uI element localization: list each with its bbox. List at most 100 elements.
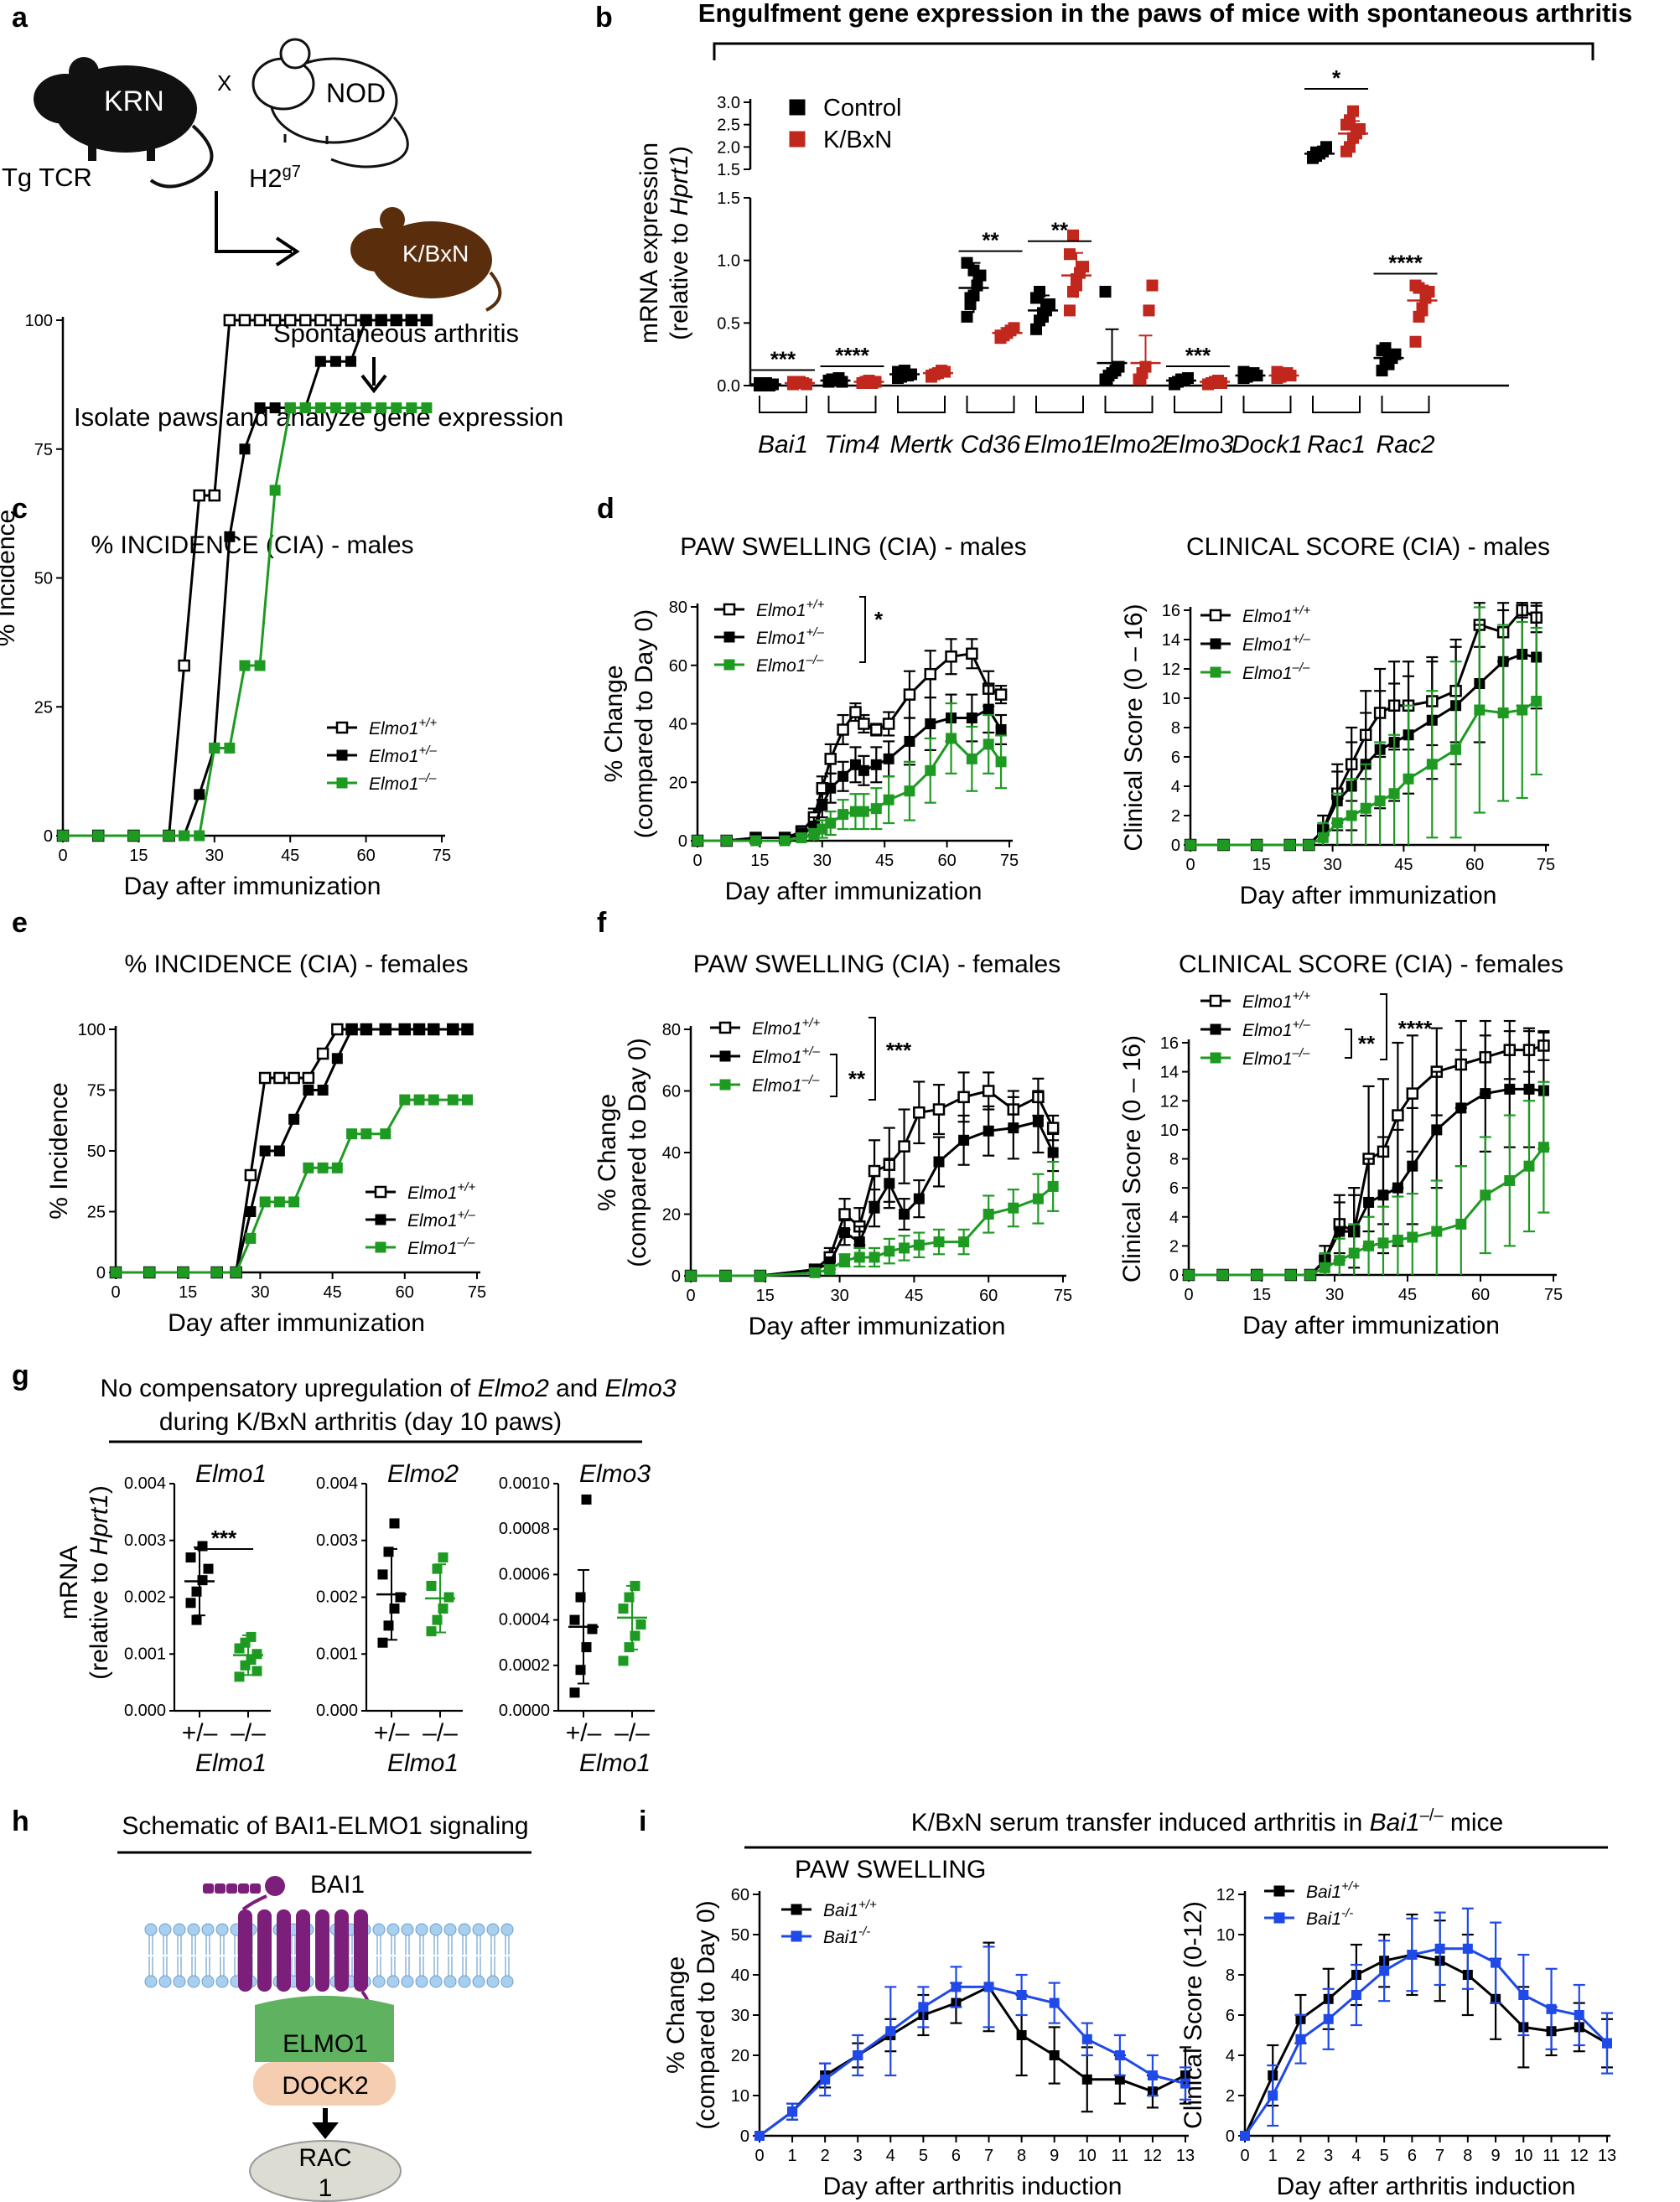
- panel-i-subtitle: PAW SWELLING: [795, 1856, 986, 1883]
- data-point: [837, 809, 849, 821]
- y-tick-label: 2.0: [717, 138, 740, 157]
- gene-label: Mertk: [890, 431, 955, 459]
- series-line: [759, 1985, 1186, 2137]
- panel-label-h: h: [12, 1806, 29, 1837]
- x-axis-label: Day after arthritis induction: [823, 2173, 1123, 2200]
- data-point: [939, 365, 951, 378]
- x-tick-label: 0: [1184, 1286, 1193, 1304]
- data-point: [303, 1162, 314, 1174]
- legend-label: Elmo1+/–: [1242, 1018, 1310, 1040]
- lipid-head: [415, 1923, 428, 1936]
- y-tick-label: 100: [25, 312, 53, 330]
- data-point: [223, 313, 236, 327]
- x-tick-label: 45: [281, 847, 299, 865]
- tm-helix: [296, 1909, 310, 1992]
- data-point: [194, 830, 205, 842]
- data-point: [824, 753, 837, 765]
- x-tick-label: 15: [750, 852, 769, 870]
- x-tick-label: 7: [1435, 2147, 1444, 2165]
- y-tick-label: 4: [1169, 1209, 1179, 1227]
- data-point: [240, 1660, 251, 1671]
- data-point: [273, 1071, 286, 1085]
- y-tick-label: 40: [662, 1144, 681, 1163]
- data-point: [1032, 1193, 1044, 1205]
- lipid-head: [443, 1923, 457, 1936]
- x-tick-label: +/–: [566, 1719, 602, 1747]
- y-tick-label: 0.0004: [499, 1611, 550, 1629]
- data-point: [853, 1236, 865, 1248]
- legend-label: Elmo1+/–: [369, 743, 437, 766]
- y-axis-label: Clinical Score (0 – 16): [1120, 604, 1148, 851]
- legend-label: Elmo1–/–: [756, 653, 824, 676]
- data-point: [1081, 2074, 1092, 2085]
- data-point: [331, 1053, 343, 1065]
- data-point: [314, 313, 327, 327]
- x-tick-label: 60: [1465, 856, 1484, 874]
- data-point: [1504, 1174, 1516, 1186]
- x-tick-label: 15: [756, 1287, 775, 1305]
- data-point: [1169, 377, 1180, 390]
- legend-marker: [335, 721, 349, 734]
- gene-bracket: [759, 396, 807, 413]
- data-point: [329, 313, 342, 327]
- rac1-label-line2: 1: [319, 2174, 333, 2202]
- data-point: [246, 1631, 257, 1642]
- data-point: [462, 1094, 474, 1106]
- data-point: [251, 1666, 262, 1676]
- data-point: [1392, 1182, 1403, 1194]
- data-point: [995, 723, 1007, 735]
- group-+/–: [376, 1518, 407, 1648]
- x-tick-label: 45: [905, 1287, 923, 1305]
- y-tick-label: 30: [731, 2007, 749, 2025]
- gene-label: Elmo1: [1024, 431, 1095, 459]
- data-point: [1450, 743, 1462, 755]
- legend: Bai1+/+ Bai1-/-: [1264, 1879, 1360, 1929]
- data-point: [273, 1196, 285, 1208]
- data-point: [575, 1665, 586, 1676]
- y-tick-label: 1.0: [717, 252, 740, 271]
- lipid-head: [201, 1975, 215, 1988]
- data-point: [1602, 2038, 1612, 2049]
- data-point: [1320, 141, 1332, 153]
- legend-label: Bai1+/+: [1306, 1879, 1360, 1902]
- data-point: [1303, 839, 1314, 851]
- y-tick-label: 50: [87, 1142, 106, 1161]
- data-point: [1304, 1269, 1316, 1281]
- tsr-repeat: [203, 1883, 214, 1894]
- y-tick-label: 2: [1226, 2087, 1235, 2106]
- chart-title: % INCIDENCE (CIA) - females: [124, 951, 468, 978]
- data-point: [399, 1094, 411, 1106]
- y-tick-label: 0.0002: [499, 1656, 550, 1675]
- panel-label-i: i: [639, 1806, 646, 1837]
- data-point: [376, 314, 387, 326]
- legend-marker: [791, 1930, 802, 1942]
- y-tick-label: 75: [87, 1082, 106, 1101]
- data-point: [1407, 1160, 1418, 1172]
- data-point: [413, 1023, 425, 1035]
- x-tick-label: 1: [1268, 2147, 1278, 2165]
- data-point: [317, 1085, 329, 1096]
- data-point: [983, 1209, 994, 1220]
- y-tick-label: 0: [44, 827, 53, 846]
- data-point: [924, 667, 937, 681]
- lipid-head: [386, 1923, 400, 1936]
- x-axis-label: Day after immunization: [168, 1309, 425, 1337]
- chart-g-Elmo2: 0.000 0.001 0.002 0.003 0.004 Elmo2 +/– –/–Elmo…: [316, 1460, 463, 1777]
- y-axis-label: Clinical Score (0 – 16): [1118, 1035, 1146, 1282]
- x-tick-label: 3: [1324, 2147, 1333, 2165]
- data-point: [624, 1642, 635, 1653]
- gene-label: Bai1: [758, 431, 808, 459]
- gene-label: Rac1: [1307, 431, 1366, 459]
- y-axis-label: Clinical Score (0-12): [1180, 1901, 1207, 2129]
- x-tick-label: 7: [984, 2147, 993, 2165]
- data-point: [299, 313, 312, 327]
- data-point: [406, 402, 417, 414]
- data-point: [809, 1267, 821, 1278]
- x-tick-label: 45: [323, 1283, 341, 1302]
- x-tick-label: 75: [468, 1283, 486, 1302]
- data-point: [224, 531, 236, 542]
- legend-label: Elmo1+/–: [752, 1044, 820, 1067]
- legend-label: Elmo1–/–: [1242, 661, 1310, 683]
- panel-a: a KRN X NOD Tg TCR H2g7: [2, 2, 563, 432]
